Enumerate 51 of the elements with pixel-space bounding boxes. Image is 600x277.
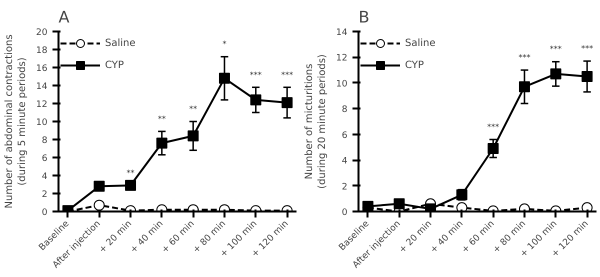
y-tick-label: 2: [342, 182, 348, 192]
y-tick-label: 20: [36, 28, 48, 38]
legend-label: Saline: [105, 38, 136, 48]
y-tick-label: 4: [42, 172, 48, 182]
point: [582, 71, 593, 82]
y-tick-label: 12: [336, 54, 348, 64]
chart-title: A: [58, 8, 70, 26]
y-tick-label: 4: [342, 156, 348, 167]
y-axis-title: Number of micturitions (during 20 minute periods): [304, 54, 328, 189]
y-axis-title: Number of abdominal contractions (during 5 minute periods): [4, 34, 28, 209]
legend-label: Saline: [405, 38, 436, 48]
y-tick-label: 10: [336, 79, 348, 90]
point: [188, 130, 199, 142]
point: [456, 202, 468, 212]
legend-label: CYP: [405, 60, 425, 70]
y-tick-label: 18: [36, 46, 48, 56]
y-tick-label: 14: [36, 82, 48, 92]
y-tick-label: 16: [36, 64, 48, 74]
y-tick-label: 10: [36, 118, 48, 128]
point: [218, 72, 230, 84]
y-tick-label: 0: [42, 208, 48, 218]
legend-label: CYP: [105, 60, 125, 70]
y-tick-label: 6: [342, 130, 348, 141]
y-tick-label: 0: [342, 208, 348, 218]
point: [550, 68, 562, 80]
annotation: **: [126, 168, 135, 178]
point: [394, 198, 405, 210]
point: [125, 180, 136, 191]
annotation: ***: [518, 53, 530, 62]
point: [282, 97, 293, 108]
annotation: **: [158, 114, 166, 124]
point: [156, 138, 168, 149]
annotation: ***: [550, 44, 562, 54]
point: [582, 202, 593, 212]
y-tick-label: 8: [42, 136, 48, 146]
annotation: ***: [250, 70, 262, 80]
point: [94, 180, 105, 192]
y-tick-label: 2: [42, 190, 48, 200]
annotation: ***: [581, 44, 594, 54]
annotation: *: [222, 40, 226, 49]
y-tick-label: 8: [342, 105, 348, 116]
annotation: **: [189, 104, 198, 114]
y-tick-label: 14: [336, 28, 348, 38]
chart-title: B: [358, 8, 370, 26]
point: [518, 81, 530, 92]
point: [250, 94, 262, 106]
y-tick-label: 12: [36, 100, 48, 110]
annotation: ***: [281, 70, 294, 80]
point: [488, 143, 499, 154]
y-tick-label: 6: [42, 154, 48, 164]
annotation: ***: [487, 122, 500, 132]
